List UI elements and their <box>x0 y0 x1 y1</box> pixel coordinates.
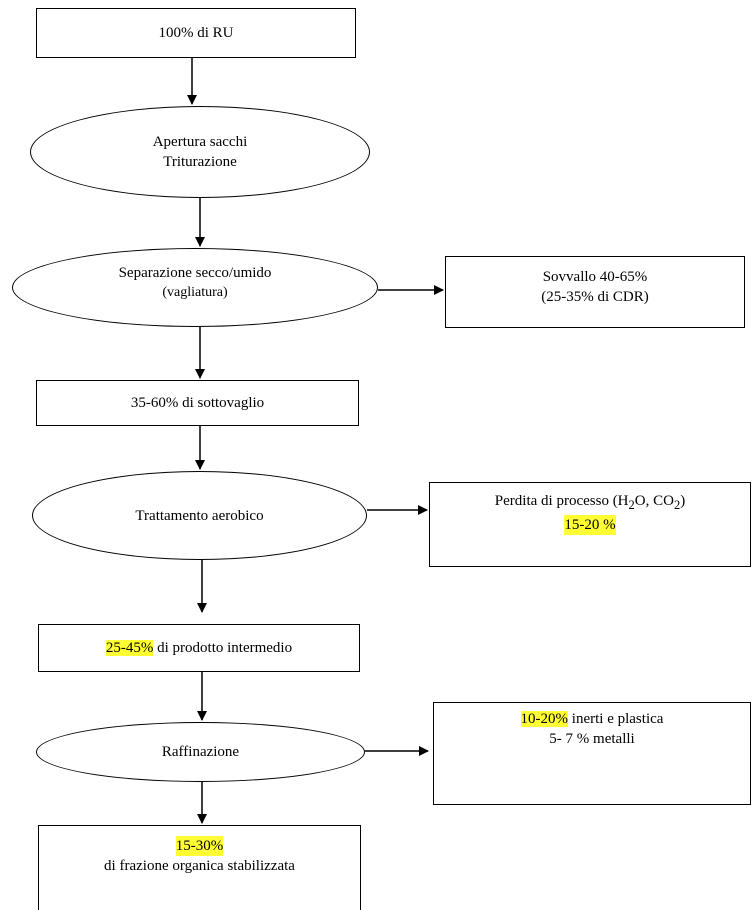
node-apertura-line2: Triturazione <box>163 154 237 170</box>
node-sottovaglio: 35-60% di sottovaglio <box>36 380 359 426</box>
node-prodotto-label: 25-45% di prodotto intermedio <box>105 640 293 656</box>
node-frazione-highlight: 15-30% <box>175 836 224 856</box>
node-trattamento-aerobico: Trattamento aerobico <box>32 471 367 560</box>
node-inerti-line2: 5- 7 % metalli <box>549 731 635 747</box>
node-inerti-metalli: 10-20% inerti e plastica 5- 7 % metalli <box>433 702 751 805</box>
node-ru-input: 100% di RU <box>36 8 356 58</box>
node-separazione: Separazione secco/umido (vagliatura) <box>12 248 378 327</box>
node-sovvallo: Sovvallo 40-65% (25-35% di CDR) <box>445 256 745 328</box>
node-perdita-processo: Perdita di processo (H2O, CO2) 15-20 % <box>429 482 751 567</box>
node-sottovaglio-label: 35-60% di sottovaglio <box>130 395 265 411</box>
node-prodotto-intermedio: 25-45% di prodotto intermedio <box>38 624 360 672</box>
node-raffinazione-label: Raffinazione <box>161 744 240 760</box>
node-frazione-line2: di frazione organica stabilizzata <box>104 858 295 874</box>
node-perdita-highlight: 15-20 % <box>564 515 616 535</box>
node-sovvallo-line2: (25-35% di CDR) <box>541 289 649 305</box>
node-separazione-line1: Separazione secco/umido <box>118 265 272 281</box>
node-frazione-organica: 15-30% di frazione organica stabilizzata <box>38 825 361 910</box>
node-ru-input-label: 100% di RU <box>158 25 234 41</box>
node-prodotto-highlight: 25-45% <box>105 640 154 656</box>
node-sovvallo-line1: Sovvallo 40-65% <box>542 269 648 285</box>
node-raffinazione: Raffinazione <box>36 722 365 782</box>
node-trattamento-label: Trattamento aerobico <box>135 507 264 524</box>
node-apertura-sacchi: Apertura sacchi Triturazione <box>30 106 370 198</box>
node-inerti-line1: 10-20% inerti e plastica <box>520 711 664 727</box>
node-perdita-line1: Perdita di processo (H2O, CO2) <box>494 493 686 512</box>
node-apertura-line1: Apertura sacchi <box>152 134 248 150</box>
node-inerti-highlight: 10-20% <box>520 711 569 727</box>
node-separazione-line2: (vagliatura) <box>162 285 228 300</box>
